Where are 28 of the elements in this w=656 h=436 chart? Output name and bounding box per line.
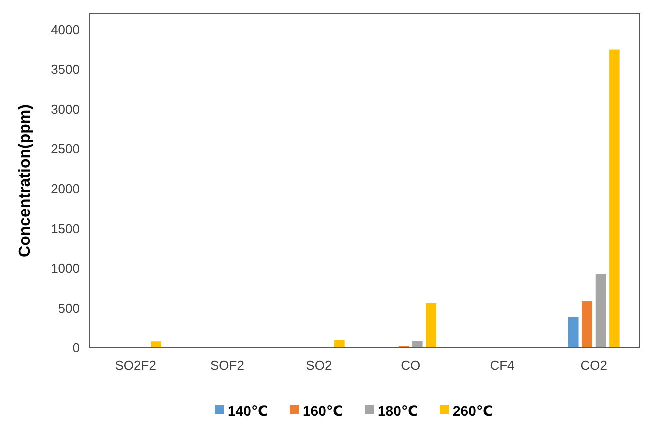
bar [610, 50, 620, 348]
x-tick-label: CO2 [580, 358, 608, 373]
bar [426, 303, 436, 348]
bar [412, 341, 423, 348]
x-tick-label: SO2F2 [115, 358, 156, 373]
y-tick-label: 3000 [51, 102, 80, 117]
y-tick-label: 4000 [51, 22, 80, 38]
legend-label: 140℃ [228, 403, 268, 419]
y-tick-label: 500 [58, 300, 80, 316]
bar [151, 342, 162, 348]
y-tick-label: 2000 [51, 182, 80, 196]
x-tick-label: CO [401, 358, 421, 373]
y-tick-label: 1000 [51, 261, 80, 276]
y-axis-title: Concentration(ppm) [17, 104, 34, 258]
y-tick-label: 1500 [51, 221, 80, 236]
y-tick-label: 3500 [51, 62, 80, 78]
legend-label: 160℃ [303, 403, 344, 419]
y-tick-label: 0 [72, 340, 80, 356]
x-tick-label: CF4 [490, 358, 515, 373]
bar [334, 340, 345, 348]
x-tick-label: SO2 [306, 358, 332, 373]
bar [596, 274, 606, 348]
legend-label: 260℃ [453, 403, 494, 419]
y-tick-label: 2500 [51, 142, 80, 157]
x-tick-label: SOF2 [210, 358, 244, 373]
bar [582, 301, 592, 348]
legend-label: 180℃ [378, 403, 418, 419]
bar [568, 316, 579, 348]
